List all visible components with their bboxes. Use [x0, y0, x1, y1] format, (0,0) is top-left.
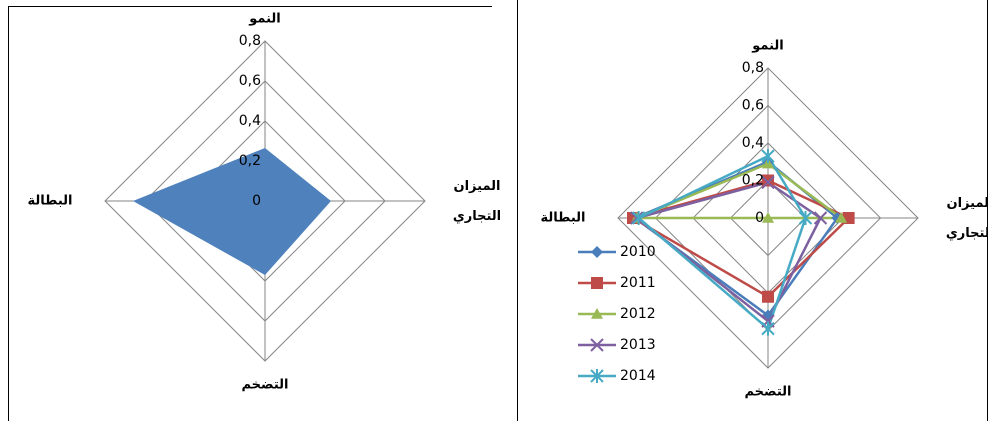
category-label-line: الميزان — [454, 179, 501, 194]
category-label-line: التجاري — [453, 209, 501, 224]
tick-label: 0,4 — [742, 135, 764, 151]
marker — [630, 211, 644, 225]
legend-label: 2014 — [620, 368, 656, 384]
tick-label: 0,6 — [742, 98, 764, 114]
marker — [835, 212, 848, 223]
category-label: التضخم — [744, 385, 791, 400]
legend-label: 2011 — [620, 275, 656, 291]
marker — [591, 277, 603, 289]
tick-label: 0,8 — [239, 33, 261, 49]
category-label: التضخم — [241, 378, 288, 393]
radar-chart: 0 0,2 0,4 0,6 0,8 النمو الميزان التجاري التضخم ال… — [28, 12, 502, 393]
marker — [813, 211, 828, 225]
marker — [798, 211, 813, 225]
marker — [631, 211, 646, 225]
category-label: النمو — [751, 39, 784, 54]
radar-chart: 0 0,2 0,4 0,6 0,8 النمو الميزان التجاري التضخم ال… — [541, 39, 987, 400]
tick-label: 0,8 — [742, 60, 764, 76]
legend-label: 2012 — [620, 306, 656, 322]
category-label: البطالة — [541, 211, 586, 226]
series-line — [632, 160, 840, 318]
series-line — [629, 179, 851, 299]
legend-label: 2010 — [620, 244, 656, 260]
category-label-line: الميزان — [947, 196, 988, 211]
marker — [762, 212, 774, 223]
marker — [591, 308, 603, 319]
marker — [762, 174, 774, 187]
marker — [761, 149, 775, 164]
marker — [761, 175, 775, 190]
tick-label: 0,2 — [742, 173, 764, 189]
tick-label: 0,6 — [239, 73, 261, 89]
tick-label: 0 — [252, 193, 261, 209]
category-label: الميزان التجاري — [453, 179, 501, 224]
marker — [761, 321, 775, 336]
category-label-line: التجاري — [946, 226, 987, 241]
category-label: الميزان التجاري — [946, 196, 987, 241]
category-label: البطالة — [28, 194, 73, 209]
legend-label: 2013 — [620, 337, 656, 353]
marker — [591, 246, 603, 258]
marker — [590, 338, 604, 352]
marker — [590, 369, 604, 383]
category-label: النمو — [248, 12, 281, 27]
tick-label: 0,2 — [239, 153, 261, 169]
area — [133, 148, 331, 275]
tick-label: 0,4 — [239, 113, 261, 129]
tick-label: 0 — [755, 210, 764, 226]
marker — [762, 290, 774, 303]
